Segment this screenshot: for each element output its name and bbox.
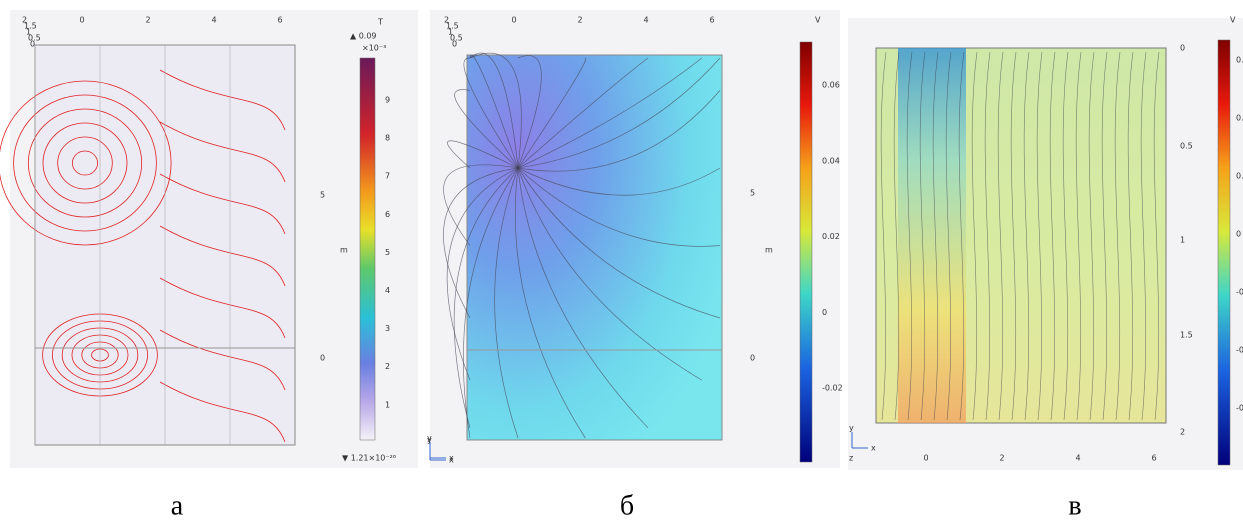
y-tick-label: 5 <box>750 189 755 198</box>
x-tick-label: 0 <box>923 454 928 463</box>
x-tick-label: 0 <box>511 16 516 25</box>
triad-label: x <box>449 456 454 465</box>
y-tick-label: 0 <box>1180 44 1185 53</box>
y-tick-label: 0 <box>750 354 755 363</box>
figure: а024621.510.5050mT▲ 0.09×10⁻³▼ 1.21×10⁻²… <box>0 0 1243 525</box>
colorbar <box>1218 40 1230 465</box>
y-tick-label: 5 <box>320 191 325 200</box>
colorbar <box>800 42 812 462</box>
x-tick-label: 4 <box>211 16 216 25</box>
y-tick-label: 1 <box>1180 236 1185 245</box>
x-tick-label: 6 <box>1151 454 1156 463</box>
triad-label: x <box>871 444 876 453</box>
colorbar-tick-label: 2 <box>385 362 390 371</box>
colorbar-tick-label: 3 <box>385 324 390 333</box>
colorbar-tick-label: 0 <box>1236 230 1241 239</box>
colorbar-tick-label: 1 <box>385 400 390 409</box>
triad-label: y <box>849 424 854 433</box>
y-tick-label: 2 <box>1180 428 1185 437</box>
y-tick-label: 0.5 <box>1180 142 1193 151</box>
colorbar-tick-label: 8 <box>385 134 390 143</box>
colorbar-tick-label: 0. <box>1236 114 1243 123</box>
triad-label: y <box>427 436 432 445</box>
colorbar-tick-label: 0. <box>1236 56 1243 65</box>
z-tick-label: 0 <box>30 40 35 49</box>
colorbar-tick-label: -0. <box>1236 404 1243 413</box>
colorbar-tick-label: 0.02 <box>822 232 840 241</box>
colorbar-tick-label: 4 <box>385 286 390 295</box>
panel-caption: в <box>1068 490 1081 521</box>
axis-unit: m <box>340 246 348 255</box>
domain-stripe <box>898 48 966 423</box>
z-tick-label: 0 <box>452 40 457 49</box>
domain-box <box>467 55 722 440</box>
colorbar-exponent: ×10⁻³ <box>362 44 386 53</box>
colorbar-tick-label: 9 <box>385 96 390 105</box>
axis-unit: m <box>765 246 773 255</box>
x-tick-label: 6 <box>277 16 282 25</box>
y-tick-label: 0 <box>320 354 325 363</box>
colorbar-unit: V <box>815 16 821 25</box>
colorbar-tick-label: -0. <box>1236 288 1243 297</box>
colorbar-min: ▼ 1.21×10⁻²⁶ <box>342 454 396 463</box>
colorbar-tick-label: 0.04 <box>822 156 840 165</box>
x-tick-label: 2 <box>577 16 582 25</box>
colorbar-tick-label: 0.06 <box>822 81 840 90</box>
triad-label: z <box>849 454 853 463</box>
colorbar <box>360 58 375 440</box>
colorbar-unit: T <box>377 18 383 27</box>
x-tick-label: 0 <box>79 16 84 25</box>
colorbar-tick-label: -0. <box>1236 346 1243 355</box>
x-tick-label: 2 <box>999 454 1004 463</box>
colorbar-tick-label: 0. <box>1236 172 1243 181</box>
x-tick-label: 6 <box>709 16 714 25</box>
panel-caption: б <box>620 490 634 521</box>
colorbar-tick-label: 6 <box>385 210 390 219</box>
y-tick-label: 1.5 <box>1180 331 1193 340</box>
x-tick-label: 4 <box>643 16 648 25</box>
panel-caption: а <box>171 490 184 521</box>
x-tick-label: 2 <box>145 16 150 25</box>
colorbar-tick-label: 7 <box>385 172 390 181</box>
page: а024621.510.5050mT▲ 0.09×10⁻³▼ 1.21×10⁻²… <box>0 0 1243 525</box>
colorbar-max: ▲ 0.09 <box>350 32 377 41</box>
colorbar-tick-label: 5 <box>385 248 390 257</box>
x-tick-label: 4 <box>1075 454 1080 463</box>
colorbar-unit: V <box>1230 16 1236 25</box>
colorbar-tick-label: 0 <box>822 308 827 317</box>
colorbar-tick-label: -0.02 <box>822 384 843 393</box>
